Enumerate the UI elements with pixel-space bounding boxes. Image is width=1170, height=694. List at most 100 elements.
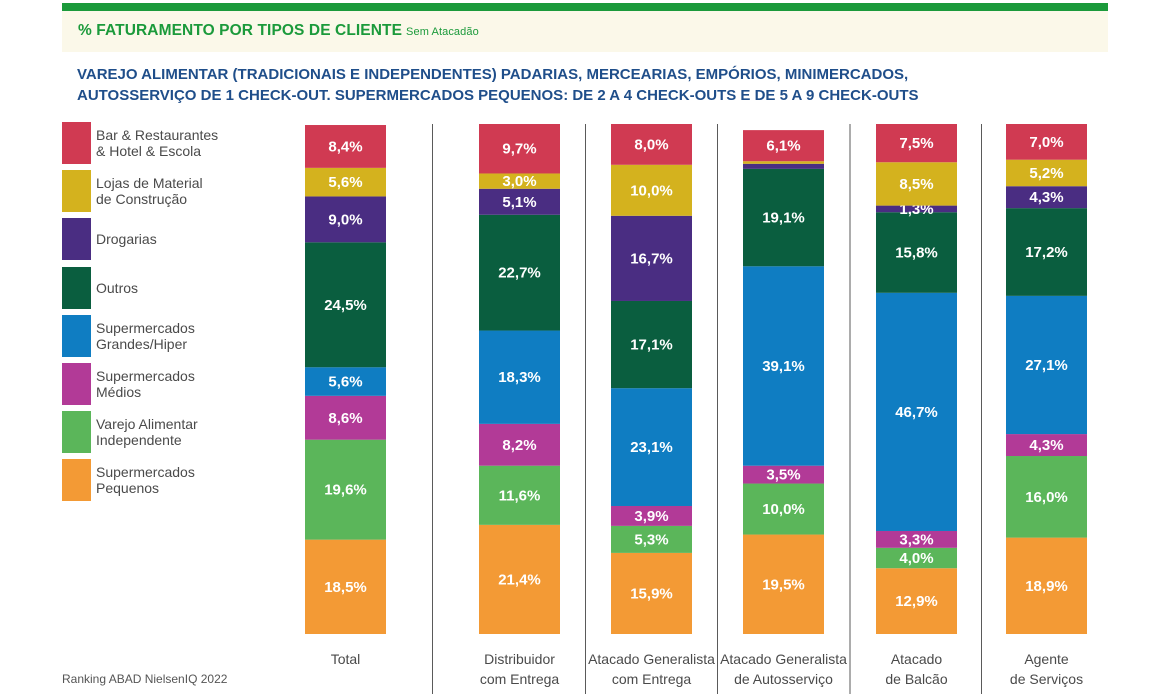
data-label: 23,1% xyxy=(630,439,673,456)
legend-label-line: Independente xyxy=(96,432,182,449)
legend-label: Bar & Restaurantes & Hotel & Escola xyxy=(96,127,296,159)
bar-segment xyxy=(1006,186,1087,209)
legend-label-line: Varejo Alimentar xyxy=(96,416,198,433)
data-label: 12,9% xyxy=(895,593,938,610)
data-label: 8,0% xyxy=(634,136,668,153)
bar-segment xyxy=(611,505,692,526)
category-label: Total xyxy=(331,651,361,667)
legend-swatch xyxy=(62,122,91,164)
bar-segment xyxy=(1006,295,1087,435)
legend-swatch xyxy=(62,170,91,213)
category-label-line: Atacado Generalista xyxy=(720,651,847,667)
bar-segment xyxy=(611,300,692,389)
bar-segment xyxy=(1006,208,1087,296)
legend-label-line: Grandes/Hiper xyxy=(96,335,188,352)
chart-title-text: % FATURAMENTO POR TIPOS DE CLIENTE xyxy=(78,22,403,39)
bar-segment xyxy=(305,439,386,540)
data-label: 4,0% xyxy=(899,550,933,567)
chart-subtitle-line-1: VAREJO ALIMENTAR (TRADICIONAIS E INDEPEN… xyxy=(77,66,909,83)
category-label-line: Distribuidor xyxy=(484,651,555,667)
header-accent-bar xyxy=(62,3,1108,11)
category-label-line: de Balcão xyxy=(885,671,947,687)
data-label: 8,6% xyxy=(328,410,362,427)
data-label: 5,1% xyxy=(502,194,536,211)
chart-title-note: Sem Atacadão xyxy=(406,26,479,38)
legend-swatch xyxy=(62,266,91,309)
data-label: 10,0% xyxy=(762,501,805,518)
bar-segment xyxy=(743,483,824,535)
bar-segment xyxy=(611,388,692,506)
legend-label-line: Supermercados xyxy=(96,319,195,336)
legend-label-line: Supermercados xyxy=(96,368,195,384)
data-label: 18,5% xyxy=(324,579,367,596)
bar-segment xyxy=(611,525,692,553)
legend-label: Supermercados Pequenos xyxy=(96,464,296,496)
bar-segment xyxy=(305,395,386,440)
data-label: 5,3% xyxy=(634,531,668,548)
category-label-line: de Serviços xyxy=(1010,671,1083,687)
bar-segment xyxy=(305,242,386,368)
data-label: 5,2% xyxy=(1029,165,1063,182)
legend-label-line: Lojas de Material xyxy=(96,175,203,192)
bar-segment xyxy=(305,367,386,396)
bar-segment xyxy=(743,130,824,162)
legend-swatch xyxy=(62,218,91,261)
category-label-line: Atacado Generalista xyxy=(588,651,715,667)
data-label: 17,2% xyxy=(1025,244,1068,261)
data-label: 24,5% xyxy=(324,297,367,314)
bar-segment xyxy=(479,188,560,215)
data-label: 19,6% xyxy=(324,482,367,499)
category-label: Atacado de Balcão xyxy=(885,651,947,687)
category-label: Atacado Generalista de Autosserviço xyxy=(720,651,847,687)
legend-item: Supermercados Pequenos xyxy=(62,459,312,502)
data-label: 16,0% xyxy=(1025,489,1068,506)
legend-label: Lojas de Material de Construção xyxy=(96,175,296,207)
bar-segment xyxy=(479,214,560,331)
legend-swatch xyxy=(62,411,91,454)
category-label: Atacado Generalista com Entrega xyxy=(588,651,715,687)
data-label: 21,4% xyxy=(498,571,541,588)
data-label: 3,9% xyxy=(634,508,668,525)
data-label: 8,5% xyxy=(899,176,933,193)
data-label: 22,7% xyxy=(498,265,541,282)
category-label-line: Agente xyxy=(1024,651,1069,667)
category-label: Agente de Serviços xyxy=(1010,651,1083,687)
legend-swatch xyxy=(62,363,91,405)
bar-segment xyxy=(876,205,957,213)
data-label: 6,1% xyxy=(766,138,800,155)
legend-label: Outros xyxy=(96,280,296,296)
data-label: 16,7% xyxy=(630,250,673,267)
category-label-line: Total xyxy=(331,651,361,667)
bar-segment xyxy=(1006,537,1087,634)
bar-segment xyxy=(611,124,692,165)
data-label: 7,0% xyxy=(1029,134,1063,151)
data-label: 8,4% xyxy=(328,138,362,155)
bar-segment xyxy=(305,167,386,197)
data-label: 9,7% xyxy=(502,141,536,158)
legend-item: Outros xyxy=(62,266,312,309)
legend-label-line: Pequenos xyxy=(96,480,160,497)
data-label: 18,9% xyxy=(1025,578,1068,595)
bar-segment xyxy=(611,164,692,216)
data-label: 19,1% xyxy=(762,210,805,227)
chart-subtitle-line-2: AUTOSSERVIÇO DE 1 CHECK-OUT. SUPERMERCAD… xyxy=(77,87,919,104)
bar-segment xyxy=(305,196,386,243)
legend-label: Varejo Alimentar Independente xyxy=(96,416,296,448)
legend-item: Bar & Restaurantes & Hotel & Escola xyxy=(62,122,312,164)
data-label: 17,1% xyxy=(630,337,673,354)
legend-item: Supermercados Médios xyxy=(62,363,312,405)
legend-label-line: Médios xyxy=(96,384,142,400)
bar-segment xyxy=(611,215,692,301)
bar-segment xyxy=(305,539,386,634)
data-label: 19,5% xyxy=(762,576,805,593)
legend-label-line: de Construção xyxy=(96,191,188,208)
category-label-line: com Entrega xyxy=(480,671,560,687)
legend-label-line: & Hotel & Escola xyxy=(96,143,202,159)
legend-swatch xyxy=(62,459,91,502)
category-label-line: com Entrega xyxy=(612,671,692,687)
bar-segment xyxy=(1006,456,1087,538)
bar-segment xyxy=(876,568,957,634)
bar-segment xyxy=(305,125,386,168)
bar-segment xyxy=(479,423,560,466)
